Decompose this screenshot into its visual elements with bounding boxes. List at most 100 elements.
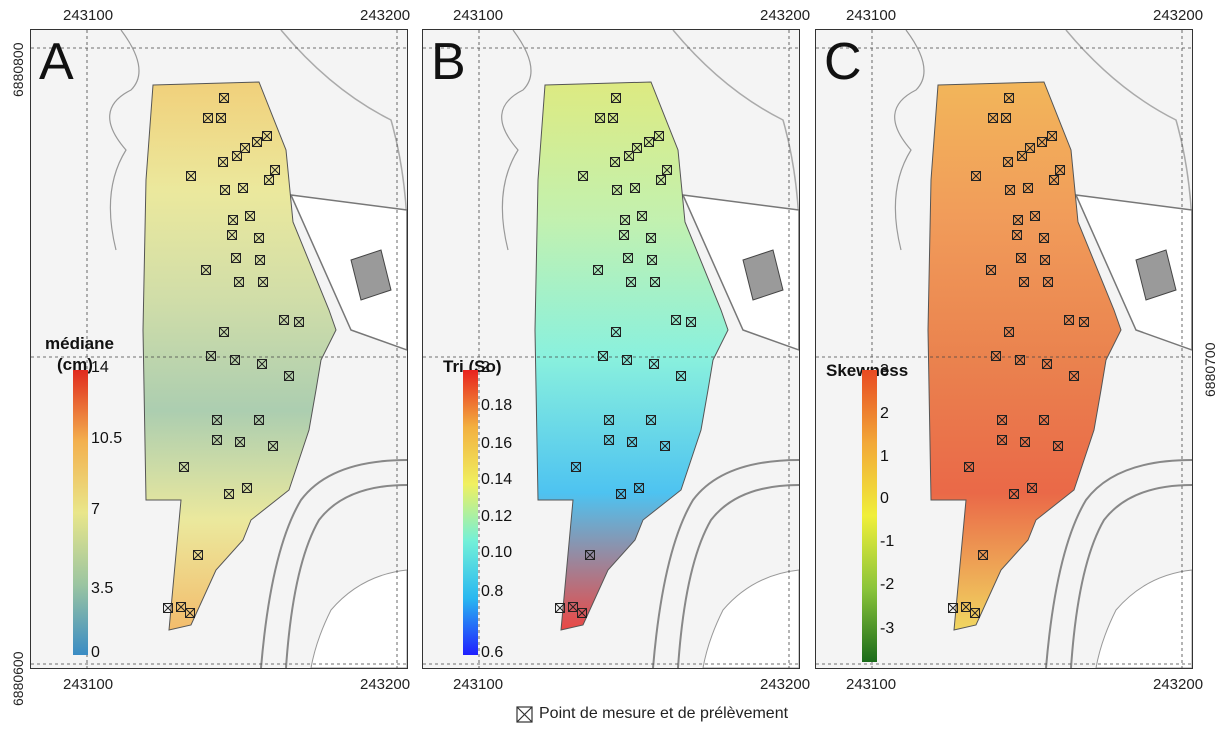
sample-point-icon (219, 93, 229, 103)
road-line (672, 30, 799, 280)
coord-top-c-left: 243100 (846, 7, 897, 24)
sample-point-icon (571, 462, 581, 472)
sample-point-icon (624, 151, 634, 161)
sample-point-icon (654, 131, 664, 141)
sample-point-icon (656, 175, 666, 185)
sample-point-icon (662, 165, 672, 175)
legend-tick: 7 (91, 501, 100, 518)
sample-point-icon (988, 113, 998, 123)
sample-point-icon (1037, 137, 1047, 147)
map-panel-c: C Skewness 3 2 1 0 -1 -2 -3 (815, 29, 1193, 669)
sample-point-icon (1053, 441, 1063, 451)
legend-tick: 0.18 (481, 397, 513, 414)
sample-point-icon (970, 608, 980, 618)
sample-point-icon (1027, 483, 1037, 493)
coord-right-mid: 6880700 (1202, 342, 1218, 397)
sample-point-icon (1015, 355, 1025, 365)
road-curve (1070, 484, 1192, 668)
building (350, 249, 392, 301)
sample-point-icon (262, 131, 272, 141)
coord-bottom-c-left: 243100 (846, 676, 897, 693)
sample-point-icon (660, 441, 670, 451)
sample-point-icon (1064, 315, 1074, 325)
coord-bottom-b-left: 243100 (453, 676, 504, 693)
road-curve (1045, 459, 1192, 668)
coord-top-c-right: 243200 (1153, 7, 1204, 24)
sample-point-icon (268, 441, 278, 451)
sample-point-icon (991, 351, 1001, 361)
map-panel-b: B Tri (So) 2 0.18 0.16 0.14 0.12 0.10 0.… (422, 29, 800, 669)
sample-point-icon (203, 113, 213, 123)
legend-title-a-line2: (cm) (57, 355, 93, 374)
sample-point-icon (1012, 230, 1022, 240)
map-panel-a: A médiane (cm) 14 10.5 7 3.5 0 (30, 29, 408, 669)
sample-point-icon (212, 415, 222, 425)
legend-bar-a (73, 370, 88, 655)
sample-point-icon (284, 371, 294, 381)
legend-caption: Point de mesure et de prélèvement (516, 705, 788, 723)
sample-point-icon (1039, 415, 1049, 425)
sample-point-icon (294, 317, 304, 327)
sample-point-icon (219, 327, 229, 337)
sample-point-icon (1001, 113, 1011, 123)
sample-point-icon (238, 183, 248, 193)
sample-point-icon (185, 608, 195, 618)
sample-point-icon (1079, 317, 1089, 327)
legend-tick: -2 (880, 576, 895, 593)
legend-tick: 0.10 (481, 544, 513, 561)
coord-left-top: 6880800 (10, 42, 26, 97)
sample-point-icon (255, 255, 265, 265)
sample-point-icon (1069, 371, 1079, 381)
legend-tick: 2 (481, 359, 490, 376)
sample-point-icon (1009, 489, 1019, 499)
sample-point-icon (270, 165, 280, 175)
legend-tick: 0.12 (481, 508, 513, 525)
sample-point-icon (986, 265, 996, 275)
road-curve (677, 484, 799, 668)
sample-point-icon (585, 550, 595, 560)
sample-point-icon (964, 462, 974, 472)
sample-point-icon (620, 215, 630, 225)
sample-point-icon (163, 603, 173, 613)
sample-point-icon (626, 277, 636, 287)
sample-point-icon (1016, 253, 1026, 263)
coord-bottom-c-right: 243200 (1153, 676, 1204, 693)
sample-point-icon (555, 603, 565, 613)
boxed-x-icon (516, 705, 533, 723)
coord-top-a-right: 243200 (360, 7, 411, 24)
legend-tick: 3 (880, 362, 889, 379)
legend-tick: 0.8 (481, 583, 504, 600)
white-area (310, 569, 407, 668)
sample-point-icon (1005, 185, 1015, 195)
sample-point-icon (1047, 131, 1057, 141)
coord-left-bottom: 6880600 (10, 651, 26, 706)
map-canvas-a (31, 30, 407, 668)
caption-text: Point de mesure et de prélèvement (539, 705, 789, 722)
sample-point-icon (978, 550, 988, 560)
sample-point-icon (611, 327, 621, 337)
legend-tick: 2 (880, 405, 889, 422)
sample-point-icon (230, 355, 240, 365)
white-area (702, 569, 799, 668)
relief-line (894, 30, 925, 251)
coord-top-b-right: 243200 (760, 7, 811, 24)
legend-tick: 0 (91, 644, 100, 661)
sample-point-icon (216, 113, 226, 123)
sample-point-icon (611, 93, 621, 103)
sample-point-icon (257, 359, 267, 369)
sample-point-icon (1017, 151, 1027, 161)
sample-point-icon (608, 113, 618, 123)
sample-point-icon (224, 489, 234, 499)
road-line (280, 30, 407, 280)
legend-tick: 14 (91, 359, 109, 376)
road-curve (260, 459, 407, 668)
sample-point-icon (258, 277, 268, 287)
sample-point-icon (245, 211, 255, 221)
sample-point-icon (254, 415, 264, 425)
sample-point-icon (623, 253, 633, 263)
sample-point-icon (186, 171, 196, 181)
sample-point-icon (1055, 165, 1065, 175)
panel-letter-c: C (824, 33, 862, 91)
sample-point-icon (593, 265, 603, 275)
sample-point-icon (1039, 233, 1049, 243)
